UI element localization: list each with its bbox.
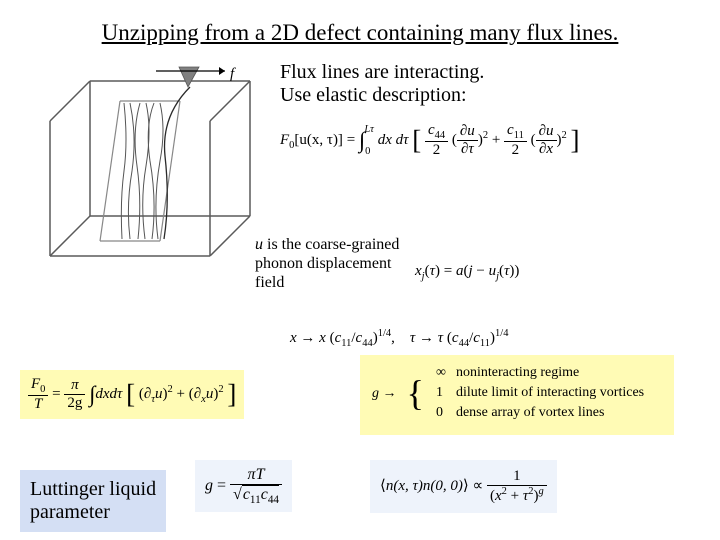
eq-xj: xj(τ) = a(j − uj(τ))	[415, 263, 519, 282]
eq-g-box: g = πT √c11c44	[195, 460, 292, 512]
cube-svg	[30, 61, 260, 271]
eq-F0T-box: F0T = π2g ∫dxdτ [ (∂τu)2 + (∂xu)2 ]	[20, 370, 244, 419]
eq-corr-box: ⟨n(x, τ)n(0, 0)⟩ ∝ 1 (x2 + τ2)g	[370, 460, 557, 513]
u-caption: u is the coarse-grained phonon displacem…	[255, 235, 415, 293]
intro-text: Flux lines are interacting. Use elastic …	[280, 61, 690, 107]
force-label: f	[230, 66, 234, 83]
intro-line2: Use elastic description:	[280, 84, 467, 106]
page-title: Unzipping from a 2D defect containing ma…	[30, 20, 690, 46]
flux-cube-diagram: f	[30, 61, 260, 271]
regimes-box: g → { ∞noninteracting regime 1dilute lim…	[360, 355, 674, 435]
intro-line1: Flux lines are interacting.	[280, 61, 484, 83]
eq-F0: F0[u(x, τ)] = ∫0Lτ dx dτ [ c442 (∂u∂τ)2 …	[280, 122, 690, 159]
eq-rescale: x → x (c11/c44)1/4, τ → τ (c44/c11)1/4	[290, 328, 508, 349]
luttinger-label: Luttinger liquidparameter	[20, 470, 166, 532]
